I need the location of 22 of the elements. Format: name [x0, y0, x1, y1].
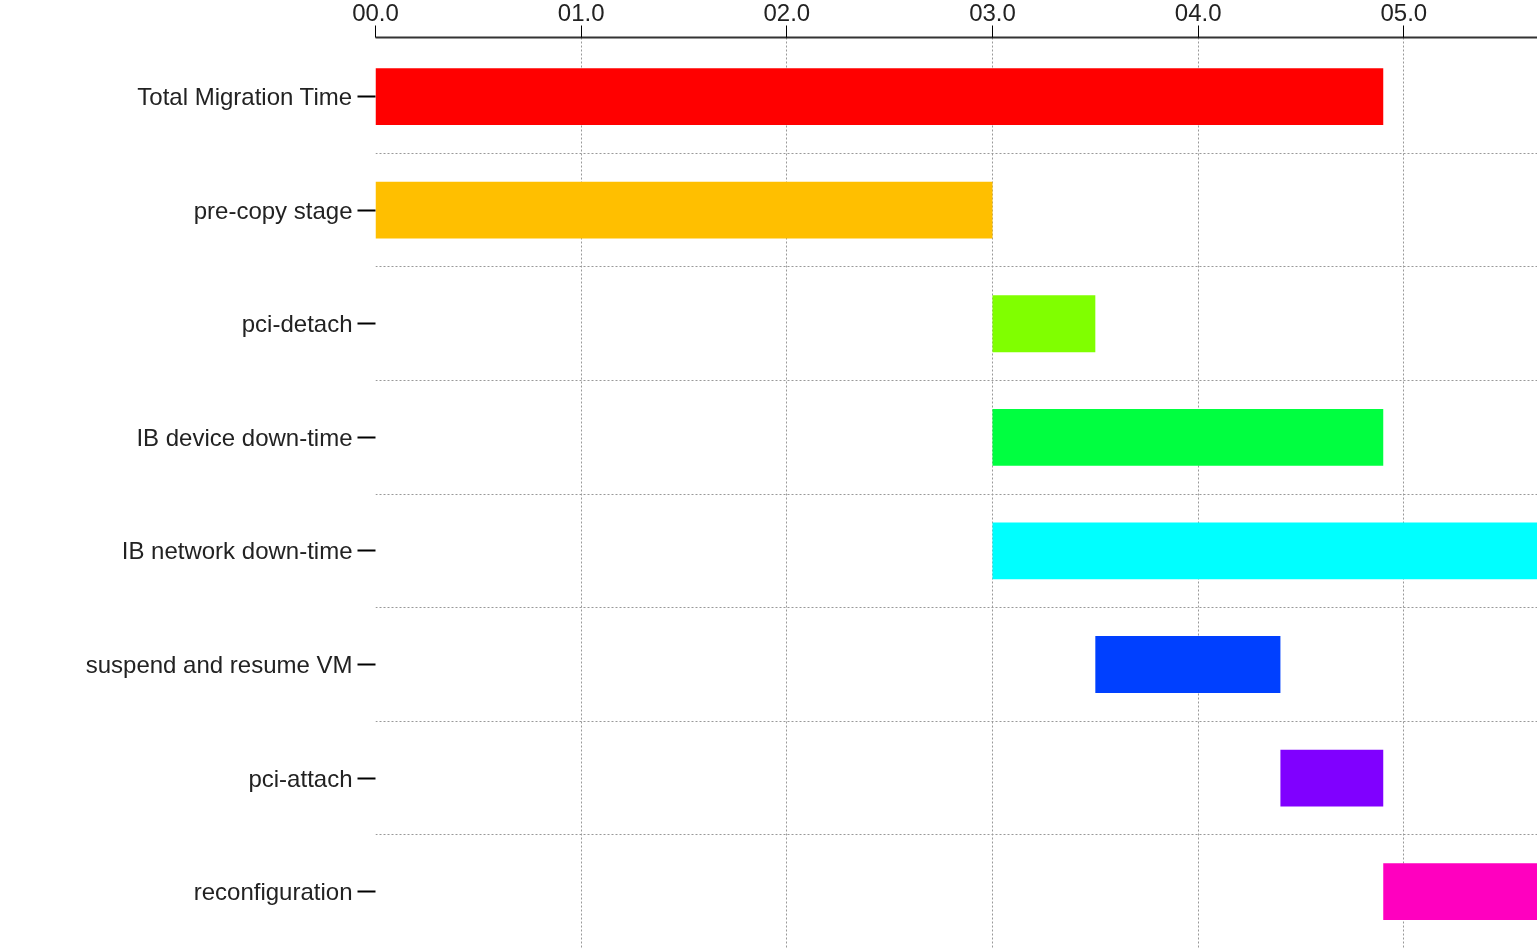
x-tick-label: 05.0 [1380, 0, 1428, 26]
y-tick-label: pci-detach [241, 310, 353, 338]
bar [1383, 863, 1537, 921]
x-tick-label: 02.0 [763, 0, 811, 26]
y-tick-label: reconfiguration [193, 878, 353, 906]
bar [992, 295, 1096, 353]
x-tick-label: 00.0 [352, 0, 399, 26]
y-tick-label: pci-attach [248, 764, 353, 792]
x-tick-label: 03.0 [969, 0, 1016, 26]
x-tick-label: 01.0 [557, 0, 605, 26]
bar [992, 522, 1537, 580]
bar [375, 68, 1384, 125]
y-tick-label: IB device down-time [136, 423, 353, 451]
y-tick-label: Total Migration Time [137, 83, 353, 111]
x-tick-label: 04.0 [1174, 0, 1222, 26]
y-tick-label: IB network down-time [121, 537, 353, 565]
y-tick-label: suspend and resume VM [85, 651, 353, 679]
bar [1095, 636, 1281, 693]
bar [992, 408, 1384, 466]
y-tick-label: pre-copy stage [193, 196, 353, 224]
bar [375, 181, 993, 239]
bar [1280, 749, 1384, 807]
